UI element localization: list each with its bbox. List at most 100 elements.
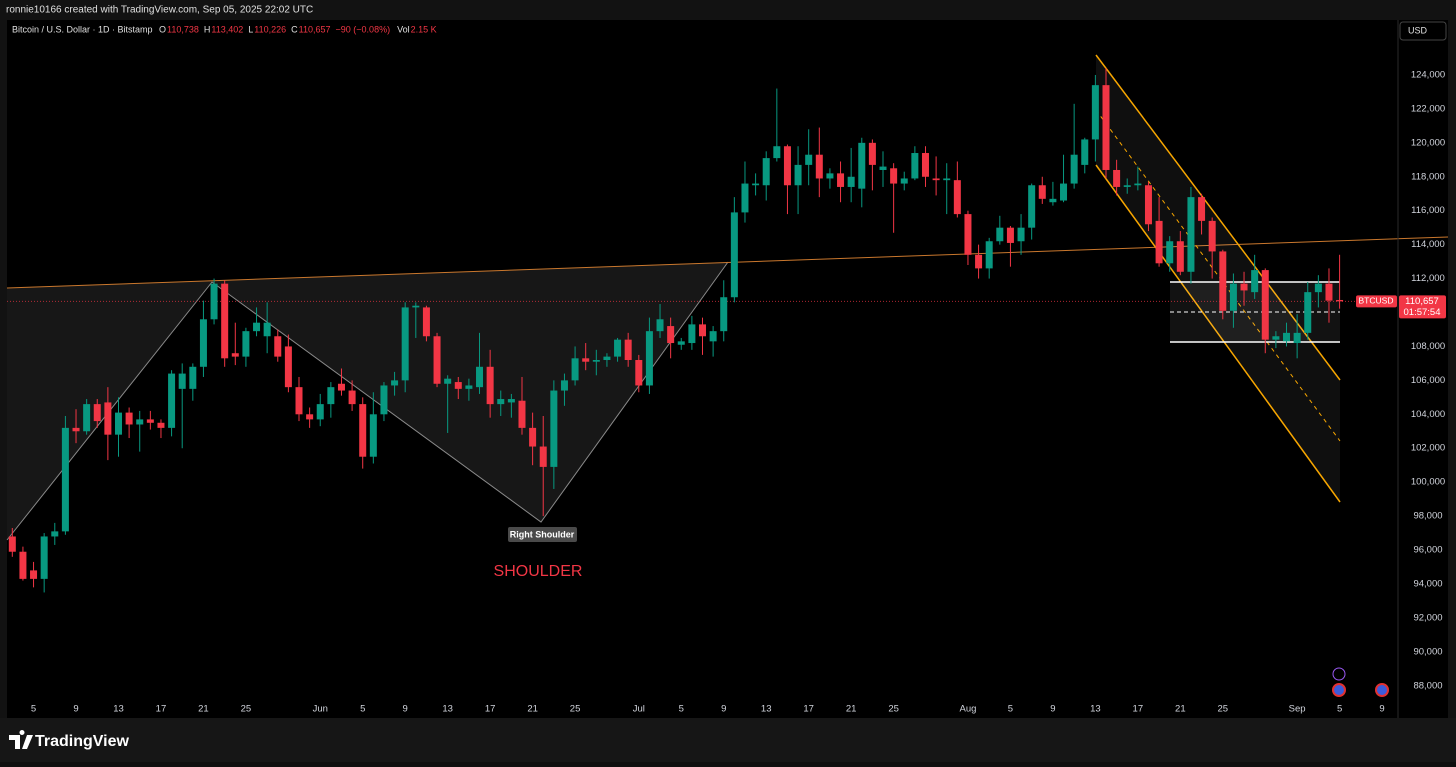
candle-body — [667, 326, 675, 344]
candle-body — [699, 324, 706, 337]
y-tick-label: 94,000 — [1413, 578, 1442, 589]
x-tick-label: 21 — [198, 704, 209, 715]
candle-body — [635, 360, 643, 386]
candle-body — [327, 387, 335, 405]
candle-body — [1336, 299, 1344, 302]
ohlc-key: H — [204, 24, 211, 34]
candle-body — [826, 173, 834, 179]
candle-body — [274, 336, 282, 357]
candle-body — [72, 427, 80, 432]
ohlc-value: 110,657 — [299, 24, 331, 34]
candle-body — [730, 212, 738, 298]
candle-body — [996, 227, 1004, 242]
x-tick-label: 17 — [1133, 704, 1144, 715]
candle-body — [422, 307, 430, 337]
candle-body — [157, 422, 165, 428]
candle-body — [1314, 283, 1322, 293]
neckline — [6, 236, 1449, 289]
x-tick-label: 5 — [31, 704, 36, 715]
x-tick-label: 5 — [1337, 704, 1342, 715]
candle-body — [582, 358, 590, 362]
x-tick-label: 21 — [846, 704, 857, 715]
candle-body — [868, 142, 876, 165]
change: −90 (−0.08%) — [336, 24, 391, 34]
candle-body — [847, 176, 855, 187]
currency-button[interactable] — [1399, 21, 1447, 41]
candle-body — [337, 383, 345, 391]
candle-body — [433, 336, 441, 384]
y-tick-label: 88,000 — [1413, 680, 1442, 691]
y-tick-label: 112,000 — [1411, 273, 1445, 284]
candle-body — [1134, 183, 1142, 186]
candle-body — [1229, 283, 1237, 311]
candle-body — [1187, 197, 1195, 272]
pattern-note: SHOULDER — [494, 563, 583, 580]
symbol-tag-bg — [1356, 295, 1397, 308]
candle-body — [104, 402, 112, 435]
candle-body — [964, 214, 972, 255]
candle-body — [677, 341, 685, 345]
candle-body — [1123, 185, 1131, 187]
candle-body — [762, 158, 770, 186]
x-tick-label: 25 — [241, 704, 252, 715]
candle-body — [476, 366, 484, 388]
candle-body — [1166, 241, 1174, 264]
candle-body — [486, 366, 494, 405]
candle-body — [114, 412, 122, 435]
candle-body — [614, 339, 622, 357]
candle-body — [783, 146, 791, 186]
candle-body — [51, 531, 59, 537]
y-tick-label: 124,000 — [1411, 69, 1445, 80]
price-tag-bg — [1399, 295, 1446, 319]
x-tick-label: 13 — [761, 704, 772, 715]
ohlc-value: 110,226 — [254, 24, 286, 34]
candle-body — [168, 373, 176, 428]
x-tick-label: 21 — [1175, 704, 1186, 715]
candle-body — [30, 570, 38, 579]
pattern-label: Right Shoulder — [510, 529, 575, 539]
candle-body — [911, 153, 919, 179]
candle-body — [380, 385, 388, 415]
candle-body — [518, 400, 526, 428]
brand: TradingView — [35, 733, 130, 750]
candle-body — [306, 414, 314, 420]
x-tick-label: 13 — [442, 704, 453, 715]
currency: USD — [1408, 25, 1428, 35]
candle-body — [539, 446, 547, 467]
x-tick-label: 9 — [721, 704, 726, 715]
candle-body — [550, 390, 558, 467]
candle-body — [1272, 336, 1280, 340]
pattern-fill — [7, 262, 728, 540]
y-tick-label: 114,000 — [1411, 239, 1445, 250]
candle-body — [369, 414, 377, 457]
candle-body — [1325, 283, 1333, 301]
candle-body — [242, 331, 250, 357]
ohlc-key: C — [291, 24, 298, 34]
x-tick-label: 9 — [1050, 704, 1055, 715]
candle-body — [146, 419, 154, 423]
candle-body — [8, 536, 16, 552]
candle-body — [603, 356, 611, 361]
candle-body — [1102, 85, 1110, 170]
candle-body — [199, 319, 207, 367]
x-tick-label: Jun — [313, 704, 328, 715]
candle-body — [1293, 332, 1301, 344]
candle-body — [720, 297, 728, 332]
vol-value: 2.15 K — [411, 24, 437, 34]
y-tick-label: 118,000 — [1411, 171, 1445, 182]
y-tick-label: 120,000 — [1411, 137, 1445, 148]
candle-body — [1208, 220, 1216, 252]
y-tick-label: 90,000 — [1413, 646, 1442, 657]
x-tick-label: Jul — [633, 704, 645, 715]
x-tick-label: Aug — [960, 704, 977, 715]
x-tick-label: 17 — [803, 704, 814, 715]
chart-area — [7, 20, 1448, 718]
ohlc-key: L — [248, 24, 253, 34]
x-tick-label: 17 — [485, 704, 496, 715]
candle-body — [688, 324, 696, 344]
y-tick-label: 92,000 — [1413, 612, 1442, 623]
y-tick-label: 98,000 — [1413, 511, 1442, 522]
candle-body — [507, 399, 515, 403]
